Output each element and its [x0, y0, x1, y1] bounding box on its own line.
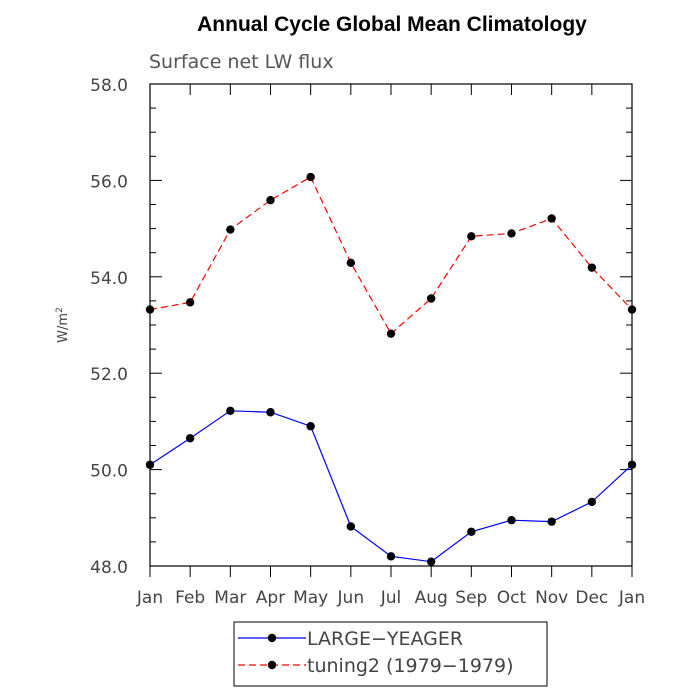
- data-point: [426, 294, 436, 303]
- x-tick-label: Aug: [415, 588, 448, 608]
- axis-ticks: [149, 83, 633, 577]
- data-point: [386, 329, 396, 338]
- data-point: [306, 172, 315, 182]
- data-point: [467, 232, 476, 241]
- x-tick-label: Apr: [256, 588, 285, 608]
- legend: LARGE−YEAGER tuning2 (1979−1979): [233, 621, 548, 687]
- legend-box: [233, 621, 548, 687]
- data-point: [547, 214, 556, 223]
- data-point: [587, 263, 597, 272]
- data-point: [266, 195, 275, 205]
- y-axis-label: W/m2: [55, 307, 71, 343]
- x-tick-label: Sep: [455, 588, 487, 608]
- x-tick-label: Nov: [535, 588, 568, 608]
- y-tick-label: 50.0: [90, 462, 128, 482]
- y-tick-label: 54.0: [90, 269, 128, 289]
- x-tick-label: Mar: [214, 588, 246, 608]
- data-point: [547, 517, 556, 526]
- data-point: [226, 406, 235, 415]
- legend-label: tuning2 (1979−1979): [307, 655, 514, 677]
- data-point: [386, 552, 396, 561]
- x-tick-label: Jul: [380, 588, 402, 608]
- data-point: [467, 527, 476, 536]
- series-line-2: [149, 176, 633, 335]
- y-tick-label: 56.0: [90, 172, 128, 192]
- x-tick-label: Jan: [136, 588, 163, 608]
- series-group: [145, 172, 637, 566]
- y-tick-label: 48.0: [90, 558, 128, 578]
- data-point: [306, 422, 315, 431]
- data-point: [507, 229, 516, 238]
- data-point: [185, 434, 195, 443]
- y-tick-label: 52.0: [90, 365, 128, 385]
- data-point: [426, 557, 436, 566]
- data-point: [226, 225, 235, 234]
- plot-frame: [149, 83, 633, 567]
- data-point: [346, 258, 356, 268]
- y-axis-label-unit: W/m: [56, 313, 71, 343]
- x-tick-label: Jan: [618, 588, 645, 608]
- x-tick-label: Oct: [497, 588, 527, 608]
- y-tick-label: 58.0: [90, 76, 128, 96]
- data-point: [507, 516, 516, 525]
- chart-subtitle: Surface net LW flux: [149, 51, 334, 73]
- data-point: [346, 522, 356, 531]
- legend-swatch-marker: [267, 660, 277, 670]
- x-tick-label: Jun: [337, 588, 365, 608]
- y-axis-label-exponent: 2: [55, 307, 65, 313]
- data-point: [185, 298, 195, 307]
- series-line-1: [149, 410, 633, 563]
- chart-title: Annual Cycle Global Mean Climatology: [197, 13, 587, 36]
- legend-label: LARGE−YEAGER: [307, 628, 463, 650]
- legend-swatch-marker: [267, 633, 277, 643]
- tick-labels: 48.0 50.0 52.0 54.0 56.0 58.0 Jan Feb Mar Apr May J…: [90, 76, 645, 608]
- data-point: [587, 497, 597, 507]
- x-tick-label: Dec: [575, 588, 608, 608]
- x-tick-label: Feb: [175, 588, 205, 608]
- x-tick-label: May: [293, 588, 328, 608]
- data-point: [266, 408, 275, 417]
